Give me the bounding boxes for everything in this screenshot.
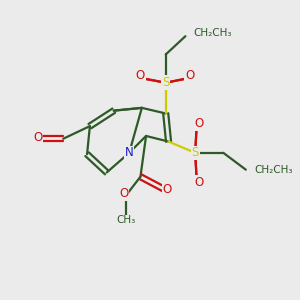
Text: O: O: [119, 187, 128, 200]
Text: S: S: [191, 146, 199, 159]
Text: CH₂CH₃: CH₂CH₃: [254, 165, 293, 175]
Text: N: N: [125, 146, 134, 159]
Text: CH₂CH₃: CH₂CH₃: [194, 28, 232, 38]
Text: CH₃: CH₃: [117, 215, 136, 225]
Text: O: O: [163, 183, 172, 196]
Text: O: O: [136, 69, 145, 82]
Text: O: O: [195, 117, 204, 130]
Text: O: O: [33, 131, 43, 144]
Text: O: O: [185, 69, 194, 82]
Text: O: O: [195, 176, 204, 189]
Text: S: S: [162, 76, 169, 89]
